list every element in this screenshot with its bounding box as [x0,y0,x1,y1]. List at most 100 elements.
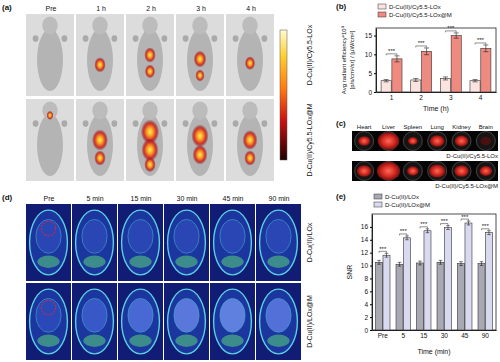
label: D-Cu(II)/Cy5.5-LOx [446,153,498,159]
bar [470,81,480,92]
tick-mark [370,278,372,279]
y-tick: 16 [361,223,372,230]
x-tick: 5 [401,330,405,339]
head [122,289,160,354]
error-bar [426,229,430,233]
figure: (a)Pre1 h2 h3 h4 hD-Cu(II)/Cy5.5-LOxD-Cu… [0,0,500,362]
label: *** [447,25,455,31]
image-background [256,283,301,360]
image-background [126,14,174,96]
fluorescence [194,51,207,68]
mouse-leg [33,120,39,127]
label: Liver [382,124,395,130]
tissue [129,256,152,268]
fluorescence [243,130,258,150]
y-tick: 14 [361,236,372,243]
organ [357,165,372,177]
y-tick: 2 [364,314,372,321]
x-tick: 90 [482,330,490,339]
bar [383,255,390,330]
panel-d: (d)Pre5 min15 min30 min45 min90 minD-Cu(… [2,193,314,360]
plot-frame [376,28,496,92]
mouse-head [192,16,207,34]
organ [454,165,469,177]
mouse-leg [233,35,239,42]
organ [455,136,469,147]
image-background [164,204,209,281]
tick-mark [370,304,372,305]
image-background [118,204,163,281]
x-tick: 1 [390,92,394,101]
label: Pre [44,195,55,202]
y-tick: 15 [365,32,376,39]
tick-label: 16 [361,223,369,230]
label: Brain [479,124,493,130]
brain [174,298,199,332]
organ [408,137,418,145]
fluorescence [145,64,155,78]
head [214,210,252,275]
mouse-body [187,114,213,176]
mouse-leg [133,120,139,127]
row-label: D-Cu(II)/Cy5.5-LOx@M [306,103,314,176]
fluorescence [94,150,106,165]
axis-title: Avg radiant efficiency*10⁸ [341,25,347,94]
organ [377,162,400,181]
label: Pre [46,5,57,12]
mouse-leg [33,35,39,42]
image-background [26,99,74,181]
label: D-Cu(II)/Cy5.5-LOx@M [435,183,498,189]
label: (c) [336,119,346,128]
tick-label: 1 [390,94,394,101]
error-bar [487,231,491,235]
tick-label: 5 [401,332,405,339]
dish [476,132,495,151]
marks [376,221,493,330]
tick-label: 2 [364,314,368,321]
head [30,210,68,275]
tick-mark [370,253,372,254]
tissue [267,256,290,268]
tissue [83,256,106,268]
tick-label: 12 [361,249,369,256]
label: Spleen [403,124,422,130]
label: 2 h [146,5,156,12]
tissue [37,256,60,268]
axis-line [373,330,497,331]
image-background [226,99,274,181]
error-bar [413,78,418,81]
dish [476,162,495,181]
label: Time (h) [423,105,449,113]
fluorescence [47,111,54,120]
legend: D-Cu(II)/LOx D-Cu(II)/LOx@M [374,194,430,208]
image-background [352,131,498,151]
head [76,289,114,354]
image-background [176,99,224,181]
label: 4 h [246,5,256,12]
brain [266,298,291,332]
mouse-body [137,114,163,176]
tissue [267,335,290,347]
head [168,289,206,354]
y-tick: 10 [365,51,376,58]
bar [465,223,472,330]
image-background [226,14,274,96]
mouse-body [37,29,63,91]
mouse-leg [162,120,168,127]
error-bar [405,236,409,240]
error-bar [446,226,450,230]
error-bar [385,253,389,257]
label: D-Cu(II)/LOx [385,194,419,200]
tick-label: 6 [364,288,368,295]
head [214,289,252,354]
y-tick: 8 [364,275,372,282]
label: D-Cu(II)/LOx@M [385,202,430,208]
y-axis: 051015 [365,29,377,96]
label: D-Cu(II)/Cy5.5-LOx@M [389,12,452,18]
mouse-body [37,114,63,176]
tick-label: Pre [378,332,389,339]
label: Lung [430,124,443,130]
fluorescence [245,56,255,70]
tick-label: 2 [419,94,423,101]
image-background [26,14,74,96]
